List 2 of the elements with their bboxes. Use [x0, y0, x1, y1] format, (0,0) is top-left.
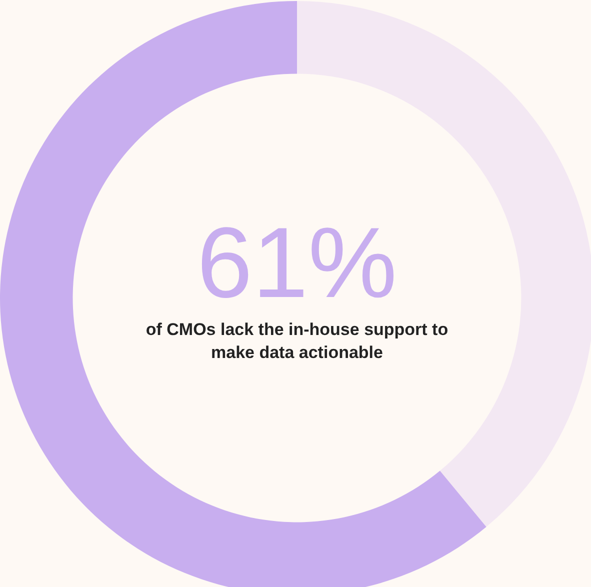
- data-label: 61%: [196, 207, 398, 319]
- text: of CMOs lack the in-house support to make data actionable: [144, 319, 450, 364]
